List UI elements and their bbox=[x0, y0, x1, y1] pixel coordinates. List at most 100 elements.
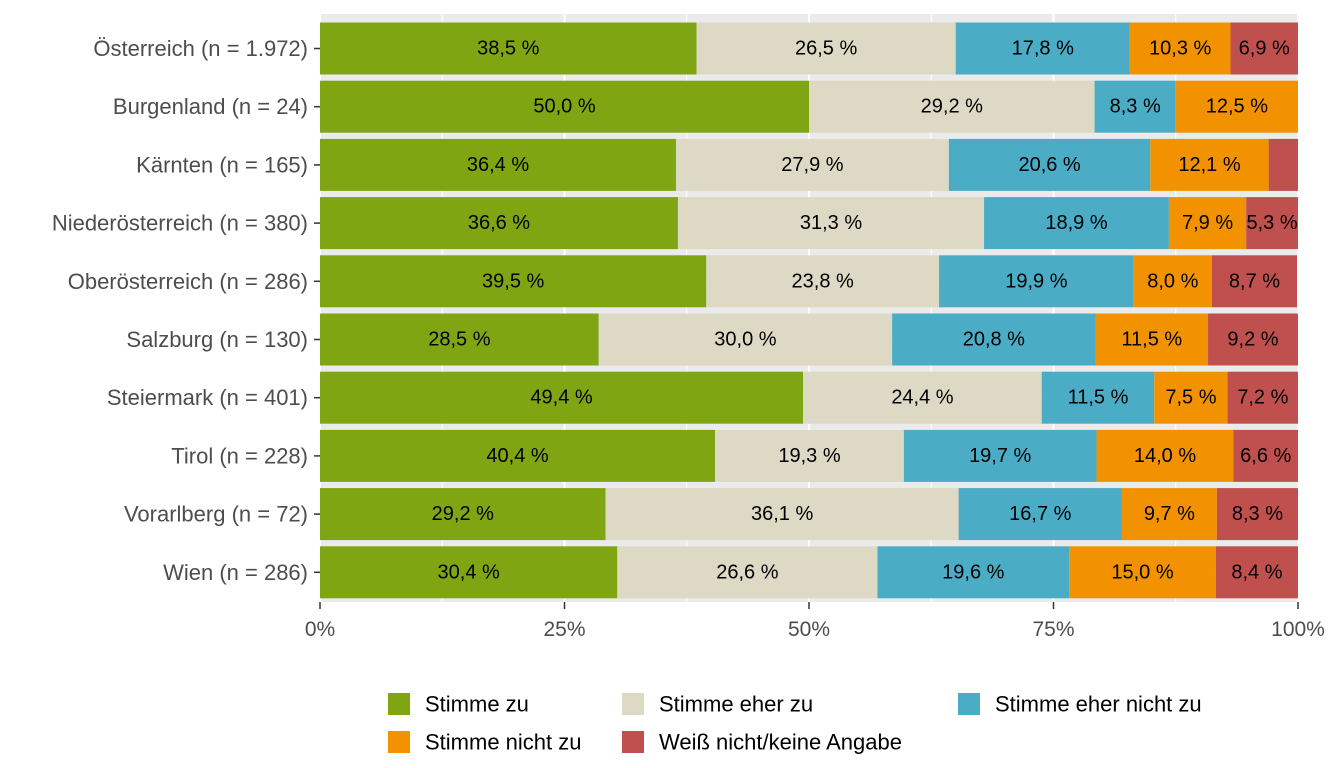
bar-segment bbox=[1096, 429, 1234, 482]
data-label: 19,9 % bbox=[1005, 270, 1067, 292]
category-label: Vorarlberg (n = 72) bbox=[124, 502, 308, 527]
bar-segment bbox=[1168, 197, 1247, 250]
category-label: Salzburg (n = 130) bbox=[126, 327, 308, 352]
bar-segment bbox=[1211, 255, 1298, 308]
value-axis: 0% 25% 50% 75% 100% bbox=[305, 602, 1325, 641]
data-labels: 38,5 % 26,5 % 17,8 % 10,3 % 6,9 % 50,0 % 29,2 … bbox=[428, 38, 1298, 584]
bar-segment bbox=[958, 488, 1122, 541]
data-label: 20,6 % bbox=[1018, 154, 1080, 176]
bar-segment bbox=[320, 313, 599, 366]
data-label: 40,4 % bbox=[486, 445, 548, 467]
data-label: 15,0 % bbox=[1111, 561, 1173, 583]
bar-segment bbox=[706, 255, 940, 308]
bar-segment bbox=[1215, 546, 1298, 599]
data-label: 8,3 % bbox=[1110, 96, 1161, 118]
data-label: 20,8 % bbox=[963, 329, 1025, 351]
bar-segment bbox=[803, 371, 1042, 424]
bar-segment bbox=[320, 138, 676, 191]
data-label: 7,9 % bbox=[1182, 212, 1233, 234]
data-label: 30,0 % bbox=[714, 329, 776, 351]
bar-segment bbox=[1154, 371, 1228, 424]
bar-segment bbox=[675, 138, 949, 191]
bar-segment bbox=[320, 546, 618, 599]
data-label: 38,5 % bbox=[477, 38, 539, 60]
legend-label: Stimme zu bbox=[425, 692, 529, 717]
data-label: 7,5 % bbox=[1165, 387, 1216, 409]
data-label: 6,9 % bbox=[1239, 38, 1290, 60]
bar-segment bbox=[320, 255, 707, 308]
data-label: 16,7 % bbox=[1009, 503, 1071, 525]
data-label: 12,1 % bbox=[1178, 154, 1240, 176]
data-label: 50,0 % bbox=[533, 96, 595, 118]
data-label: 36,6 % bbox=[468, 212, 530, 234]
legend-swatch bbox=[388, 693, 410, 715]
category-axis: Österreich (n = 1.972) Burgenland (n = 24… bbox=[52, 36, 320, 585]
data-label: 26,5 % bbox=[795, 38, 857, 60]
category-label: Niederösterreich (n = 380) bbox=[52, 211, 308, 236]
data-label: 5,3 % bbox=[1247, 212, 1298, 234]
bar-segment bbox=[598, 313, 893, 366]
bar-segment bbox=[1094, 80, 1176, 133]
data-label: 9,7 % bbox=[1144, 503, 1195, 525]
data-label: 23,8 % bbox=[792, 270, 854, 292]
x-tick-label: 100% bbox=[1271, 618, 1325, 641]
data-label: 19,7 % bbox=[969, 445, 1031, 467]
bar-segment bbox=[1233, 429, 1298, 482]
bar-segment bbox=[320, 22, 697, 75]
data-label: 36,1 % bbox=[751, 503, 813, 525]
category-label: Burgenland (n = 24) bbox=[113, 94, 308, 119]
bar-segment bbox=[320, 488, 606, 541]
legend-label: Stimme eher zu bbox=[659, 692, 813, 717]
data-label: 8,0 % bbox=[1147, 270, 1198, 292]
bar-segment bbox=[1095, 313, 1209, 366]
data-label: 8,3 % bbox=[1232, 503, 1283, 525]
category-label: Tirol (n = 228) bbox=[171, 443, 308, 468]
data-label: 29,2 % bbox=[921, 96, 983, 118]
data-label: 9,2 % bbox=[1227, 329, 1278, 351]
x-tick-label: 25% bbox=[543, 618, 585, 641]
data-label: 10,3 % bbox=[1149, 38, 1211, 60]
bar-segment bbox=[617, 546, 878, 599]
data-label: 12,5 % bbox=[1206, 96, 1268, 118]
legend-label: Stimme nicht zu bbox=[425, 730, 582, 755]
bar-segment bbox=[320, 429, 716, 482]
bar-segment bbox=[715, 429, 904, 482]
bar-segment bbox=[677, 197, 985, 250]
data-label: 7,2 % bbox=[1237, 387, 1288, 409]
legend: Stimme zu Stimme eher zu Stimme eher nicht… bbox=[388, 692, 1202, 755]
data-label: 17,8 % bbox=[1012, 38, 1074, 60]
bar-segment bbox=[1150, 138, 1269, 191]
bar-segment bbox=[605, 488, 959, 541]
bar-segment bbox=[1121, 488, 1217, 541]
bar-segment bbox=[320, 197, 678, 250]
bar-segment bbox=[1216, 488, 1298, 541]
bars bbox=[320, 22, 1298, 599]
data-label: 30,4 % bbox=[438, 561, 500, 583]
bar-segment bbox=[809, 80, 1095, 133]
data-label: 39,5 % bbox=[482, 270, 544, 292]
data-label: 29,2 % bbox=[432, 503, 494, 525]
bar-segment bbox=[939, 255, 1134, 308]
bar-segment bbox=[1129, 22, 1231, 75]
data-label: 19,6 % bbox=[942, 561, 1004, 583]
data-label: 24,4 % bbox=[891, 387, 953, 409]
legend-swatch bbox=[622, 731, 644, 753]
data-label: 14,0 % bbox=[1134, 445, 1196, 467]
bar-segment bbox=[877, 546, 1070, 599]
data-label: 28,5 % bbox=[428, 329, 490, 351]
bar-segment bbox=[1041, 371, 1155, 424]
legend-swatch bbox=[388, 731, 410, 753]
bar-segment bbox=[1208, 313, 1298, 366]
data-label: 27,9 % bbox=[781, 154, 843, 176]
category-label: Oberösterreich (n = 286) bbox=[68, 269, 308, 294]
category-label: Steiermark (n = 401) bbox=[107, 385, 308, 410]
bar-segment bbox=[984, 197, 1169, 250]
legend-label: Weiß nicht/keine Angabe bbox=[659, 730, 902, 755]
bar-segment bbox=[1175, 80, 1298, 133]
x-tick-label: 75% bbox=[1032, 618, 1074, 641]
legend-swatch bbox=[958, 693, 980, 715]
data-label: 11,5 % bbox=[1068, 387, 1129, 409]
bar-segment bbox=[1227, 371, 1298, 424]
data-label: 19,3 % bbox=[778, 445, 840, 467]
